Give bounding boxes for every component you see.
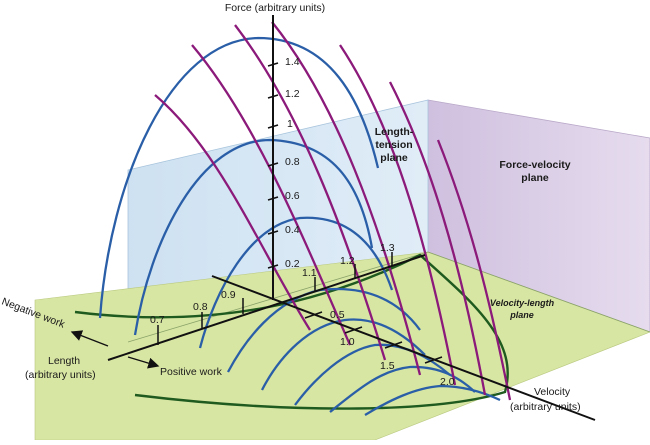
length-tick-label: 0.8 — [193, 301, 208, 313]
length-tick-label: 1.2 — [340, 255, 355, 267]
velocity-axis-label: (arbitrary units) — [510, 401, 581, 413]
force-velocity-curves — [154, 21, 512, 401]
positive-work-arrow — [127, 356, 160, 369]
velocity-length-plane-label: Velocity-length — [490, 298, 555, 308]
velocity-axis-ticks — [304, 311, 443, 364]
plane-edge — [127, 251, 429, 343]
length-axis-label: Length — [48, 355, 80, 367]
velocity-tick-label: 2.0 — [440, 376, 455, 388]
velocity-axis — [211, 275, 596, 421]
plane-edge — [427, 251, 650, 333]
length-axis-ticks — [157, 252, 393, 345]
length-tick-label: 0.7 — [150, 314, 165, 326]
force-tick-label: 0.4 — [285, 224, 300, 236]
force-velocity-plane-label: Force-velocity — [499, 159, 570, 171]
force-tick-label: 0.8 — [285, 156, 300, 168]
velocity-tick-label: 0.5 — [330, 309, 345, 321]
negative-work-arrow — [70, 330, 109, 347]
force-length-curves — [98, 36, 501, 416]
velocity-axis-label: Velocity — [534, 386, 571, 398]
length-tension-plane-label: tension — [375, 139, 412, 151]
velocity-length-plane-label: plane — [509, 310, 534, 320]
positive-work-label: Positive work — [160, 366, 223, 378]
force-velocity-plane-label: plane — [521, 172, 549, 184]
force-axis-ticks — [267, 62, 279, 269]
force-tick-label: 1 — [287, 118, 293, 130]
force-tick-label: 1.2 — [285, 88, 300, 100]
length-tick-label: 1.1 — [302, 267, 317, 279]
force-axis-label: Force (arbitrary units) — [225, 2, 325, 14]
velocity-length-plane — [34, 251, 650, 441]
length-tick-label: 0.9 — [221, 289, 236, 301]
force-tick-label: 0.6 — [285, 190, 300, 202]
velocity-tick-label: 1.0 — [340, 336, 355, 348]
length-tension-plane-label: Length- — [375, 126, 414, 138]
length-tick-label: 1.3 — [380, 242, 395, 254]
length-axis-label: (arbitrary units) — [25, 369, 96, 381]
length-axis — [107, 254, 426, 361]
force-tick-label: 1.4 — [285, 56, 300, 68]
velocity-tick-label: 1.5 — [380, 360, 395, 372]
force-tick-label: 0.2 — [285, 258, 300, 270]
length-tension-plane-label: plane — [380, 152, 408, 164]
